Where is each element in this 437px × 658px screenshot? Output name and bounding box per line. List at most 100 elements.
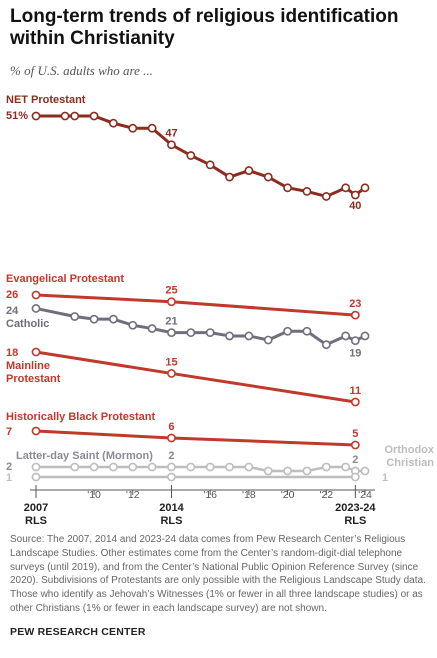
net-protestant-point — [205, 160, 215, 170]
x-tick-label: '12 — [126, 489, 140, 501]
x-tick-label: '20 — [281, 489, 295, 501]
latter-day-saint-mormon-point — [109, 462, 118, 472]
catholic-point — [31, 304, 41, 313]
catholic-point — [321, 340, 331, 350]
orthodox-christian-point — [350, 472, 360, 482]
milestone-sub-label: RLS — [160, 515, 182, 527]
mainline-protestant-value-label: 18 — [6, 347, 18, 359]
net-protestant-point — [147, 123, 157, 133]
catholic-point — [283, 326, 292, 336]
latter-day-saint-mormon-point — [186, 462, 196, 472]
evangelical-protestant-point — [167, 297, 176, 307]
catholic-point — [147, 324, 157, 333]
catholic-point — [360, 331, 370, 341]
net-protestant-point — [360, 183, 370, 193]
evangelical-protestant-name-label: Evangelical Protestant — [6, 273, 124, 285]
catholic-point — [263, 335, 273, 345]
latter-day-saint-mormon-point — [31, 462, 41, 472]
historically-black-protestant-point — [31, 426, 41, 436]
mainline-protestant-value-label: 11 — [350, 385, 362, 397]
orthodox-christian-name-label: Orthodox — [385, 444, 435, 456]
catholic-point — [350, 336, 360, 346]
evangelical-protestant-value-label: 25 — [165, 285, 177, 297]
latter-day-saint-mormon-point — [283, 466, 292, 476]
net-protestant-line — [36, 114, 366, 198]
evangelical-protestant-point — [350, 310, 360, 320]
milestone-sub-label: RLS — [344, 515, 366, 527]
x-tick-label: '10 — [87, 489, 101, 501]
latter-day-saint-mormon-value-label: 2 — [6, 461, 12, 473]
evangelical-protestant-value-label: 23 — [349, 298, 361, 310]
latter-day-saint-mormon-point — [263, 466, 273, 476]
net-protestant-point — [186, 151, 196, 160]
net-protestant-point — [341, 183, 351, 193]
pew-footer: PEW RESEARCH CENTER — [10, 626, 146, 638]
catholic-value-label: 19 — [349, 348, 361, 360]
historically-black-protestant-value-label: 5 — [352, 428, 358, 440]
catholic-value-label: 21 — [165, 316, 177, 328]
evangelical-protestant-point — [31, 290, 41, 300]
orthodox-christian-point — [167, 472, 176, 482]
net-protestant-point — [225, 172, 234, 182]
latter-day-saint-mormon-point — [70, 462, 80, 472]
latter-day-saint-mormon-point — [360, 466, 370, 476]
net-protestant-point — [167, 140, 176, 150]
historically-black-protestant-point — [167, 433, 176, 443]
historically-black-protestant-line — [35, 429, 356, 447]
net-protestant-point — [109, 118, 118, 128]
latter-day-saint-mormon-point — [128, 462, 138, 472]
x-tick-label: '22 — [319, 489, 333, 501]
historically-black-protestant-value-label: 6 — [168, 421, 174, 433]
latter-day-saint-mormon-point — [244, 462, 254, 472]
net-protestant-point — [302, 187, 312, 196]
latter-day-saint-mormon-value-label: 2 — [352, 454, 358, 466]
net-protestant-point — [321, 192, 331, 201]
catholic-point — [244, 331, 254, 341]
net-protestant-point — [263, 172, 273, 182]
orthodox-christian-value-label: 1 — [6, 472, 12, 484]
catholic-point — [109, 314, 118, 324]
latter-day-saint-mormon-point — [205, 462, 215, 472]
orthodox-christian-name-label: Christian — [386, 457, 434, 469]
latter-day-saint-mormon-point — [302, 466, 312, 476]
net-protestant-point — [60, 111, 70, 121]
catholic-line — [35, 306, 366, 347]
mainline-protestant-name-label: Protestant — [6, 373, 61, 385]
latter-day-saint-mormon-point — [341, 462, 351, 472]
net-protestant-value-label: 47 — [165, 128, 177, 140]
mainline-protestant-line — [35, 350, 356, 404]
net-protestant-point — [89, 111, 99, 121]
historically-black-protestant-point — [350, 440, 360, 450]
latter-day-saint-mormon-point — [321, 462, 331, 472]
net-protestant-point — [283, 183, 292, 193]
net-protestant-name-label: NET Protestant — [6, 94, 86, 106]
catholic-point — [225, 331, 234, 341]
x-tick-label: '16 — [203, 489, 217, 501]
chart-subtitle: % of U.S. adults who are ... — [10, 63, 153, 78]
catholic-point — [167, 328, 176, 337]
historically-black-protestant-name-label: Historically Black Protestant — [6, 411, 156, 423]
x-tick-label: '18 — [242, 489, 256, 501]
catholic-point — [341, 331, 351, 341]
net-protestant-point — [350, 190, 360, 200]
historically-black-protestant-value-label: 7 — [6, 426, 12, 438]
net-protestant-value-label: 51% — [6, 110, 28, 122]
catholic-name-label: Catholic — [6, 318, 49, 330]
latter-day-saint-mormon-point — [167, 462, 176, 472]
milestone-year-label: 2007 — [24, 502, 48, 514]
catholic-point — [70, 312, 80, 321]
mainline-protestant-name-label: Mainline — [6, 360, 50, 372]
latter-day-saint-mormon-line — [36, 465, 365, 473]
evangelical-protestant-line — [35, 293, 356, 317]
mainline-protestant-point — [167, 369, 176, 378]
catholic-point — [205, 328, 215, 337]
catholic-point — [302, 326, 312, 336]
mainline-protestant-value-label: 15 — [165, 356, 177, 368]
net-protestant-value-label: 40 — [349, 200, 361, 212]
latter-day-saint-mormon-point — [147, 462, 157, 472]
milestone-year-label: 2014 — [159, 502, 184, 514]
latter-day-saint-mormon-point — [89, 462, 99, 472]
x-tick-label: '24 — [358, 489, 372, 501]
latter-day-saint-mormon-point — [225, 462, 234, 472]
